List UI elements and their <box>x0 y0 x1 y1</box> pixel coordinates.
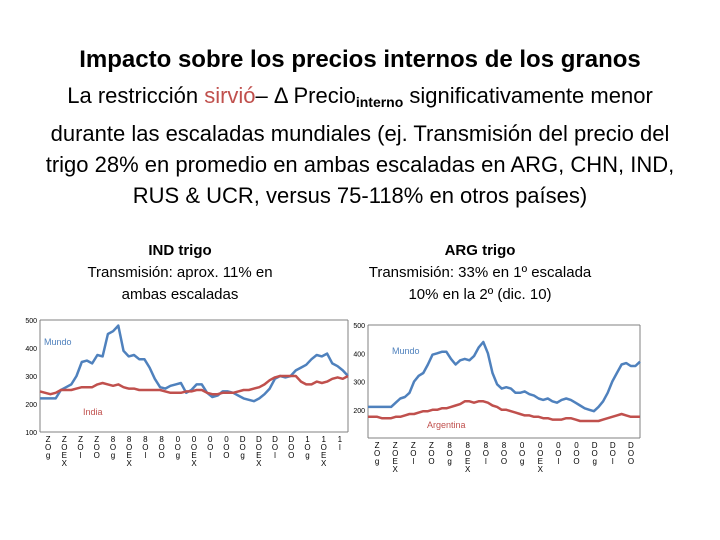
ind-y-tick-label: 200 <box>25 402 37 409</box>
subtitle-post: significativamente <box>403 83 585 108</box>
ind-series-mundo-label: Mundo <box>44 337 72 347</box>
arg-y-tick-label: 400 <box>353 351 365 358</box>
ind-y-tick-label: 100 <box>25 430 37 437</box>
ind-y-tick-label: 300 <box>25 374 37 381</box>
subtitle-lead: La restricción <box>67 83 205 108</box>
slide-title: Impacto sobre los precios internos de lo… <box>79 46 641 73</box>
arg-y-tick-label: 300 <box>353 380 365 387</box>
ind-series-india-line <box>39 374 349 396</box>
arg-y-tick-label: 200 <box>353 408 365 415</box>
arg-series-mundo-line <box>368 340 641 413</box>
arg-series-argentina-line <box>368 400 640 423</box>
arg-chart-subtitle-2: 10% en la 2º (dic. 10) <box>408 286 552 303</box>
arg-chart-title: ARG trigo <box>444 242 516 259</box>
subtitle-highlight: sirvió <box>204 83 256 108</box>
arg-chart-subtitle-1: Transmisión: 33% en 1º escalada <box>368 264 592 281</box>
arg-y-tick-label: 500 <box>353 323 365 330</box>
ind-chart-subtitle-1: Transmisión: aprox. 11% en <box>87 264 273 281</box>
subtitle-rest: menor durante las escaladas mundiales (e… <box>45 83 675 208</box>
slide-subtitle: La restricción sirvió– Δ Preciointerno s… <box>40 80 680 211</box>
arg-series-argentina-label: Argentina <box>427 420 466 430</box>
subtitle-mid: – Δ Precio <box>255 83 356 108</box>
arg-chart-heading: ARG trigo Transmisión: 33% en 1º escalad… <box>350 240 610 306</box>
ind-series-india-label: India <box>83 407 103 417</box>
ind-y-tick-label: 500 <box>25 318 37 325</box>
ind-chart-title: IND trigo <box>148 242 212 259</box>
ind-chart-heading: IND trigo Transmisión: aprox. 11% en amb… <box>70 240 290 306</box>
subtitle-subscript: interno <box>355 94 404 110</box>
arg-series-mundo-label: Mundo <box>392 346 420 356</box>
ind-series-mundo-line <box>40 324 349 403</box>
ind-chart-subtitle-2: ambas escaladas <box>121 286 239 303</box>
ind-y-tick-label: 400 <box>25 346 37 353</box>
